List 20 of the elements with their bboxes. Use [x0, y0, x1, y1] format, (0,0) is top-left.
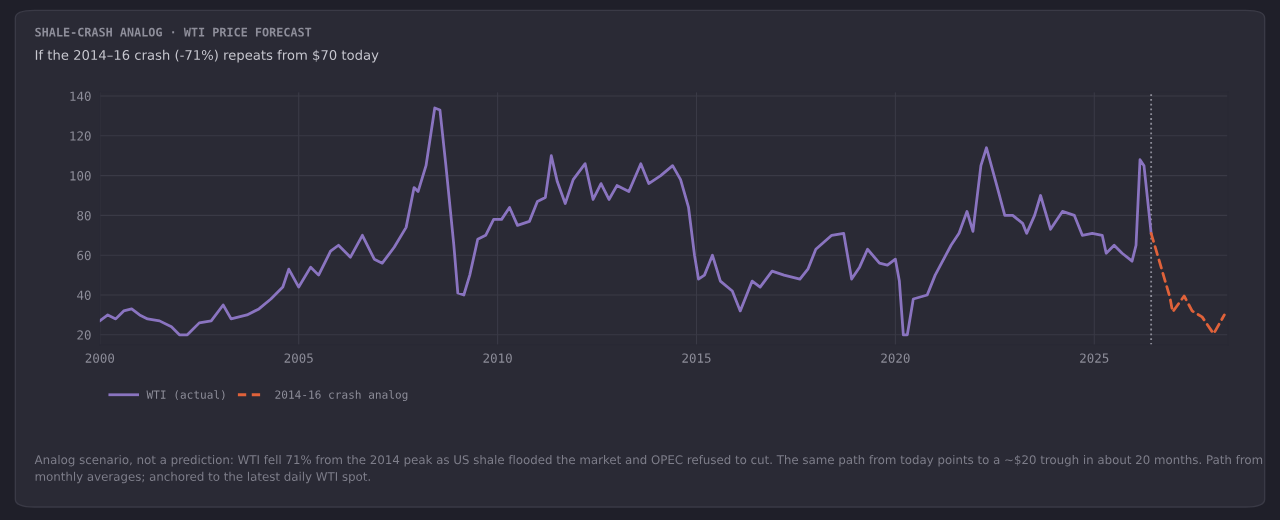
- y-tick-label: 80: [77, 210, 91, 221]
- legend-label: WTI (actual): [146, 390, 225, 401]
- y-tick-label: 140: [70, 91, 91, 101]
- chart-title: SHALE-CRASH ANALOG · WTI PRICE FORECAST: [35, 27, 312, 37]
- y-tick-label: 40: [77, 290, 91, 300]
- x-tick-label: 2010: [483, 353, 512, 363]
- y-tick-label: 120: [70, 131, 91, 141]
- x-tick-label: 2000: [85, 353, 115, 363]
- line-series: [99, 106, 1153, 337]
- y-tick-label: 100: [70, 171, 91, 181]
- y-tick-label: 20: [77, 330, 91, 340]
- y-tick-label: 60: [77, 250, 91, 261]
- x-tick-label: 2020: [881, 353, 910, 363]
- x-tick-label: 2025: [1080, 353, 1109, 363]
- x-tick-label: 2015: [682, 353, 711, 363]
- text: Analog scenario, not a prediction: WTI fell 71% from the 2014 peak as US shale flooded the market and OPEC refused to cut. The same path from today points to a ~$20 trough in about 20 months. Path from monthly averages; anchored to the latest daily WTI spot.: [34, 455, 1263, 484]
- line-series: [1149, 231, 1226, 336]
- legend-label: 2014-16 crash analog: [275, 390, 408, 402]
- x-tick-label: 2005: [284, 353, 313, 363]
- chart-subtitle: If the 2014–16 crash (-71%) repeats from $70 today: [35, 49, 379, 63]
